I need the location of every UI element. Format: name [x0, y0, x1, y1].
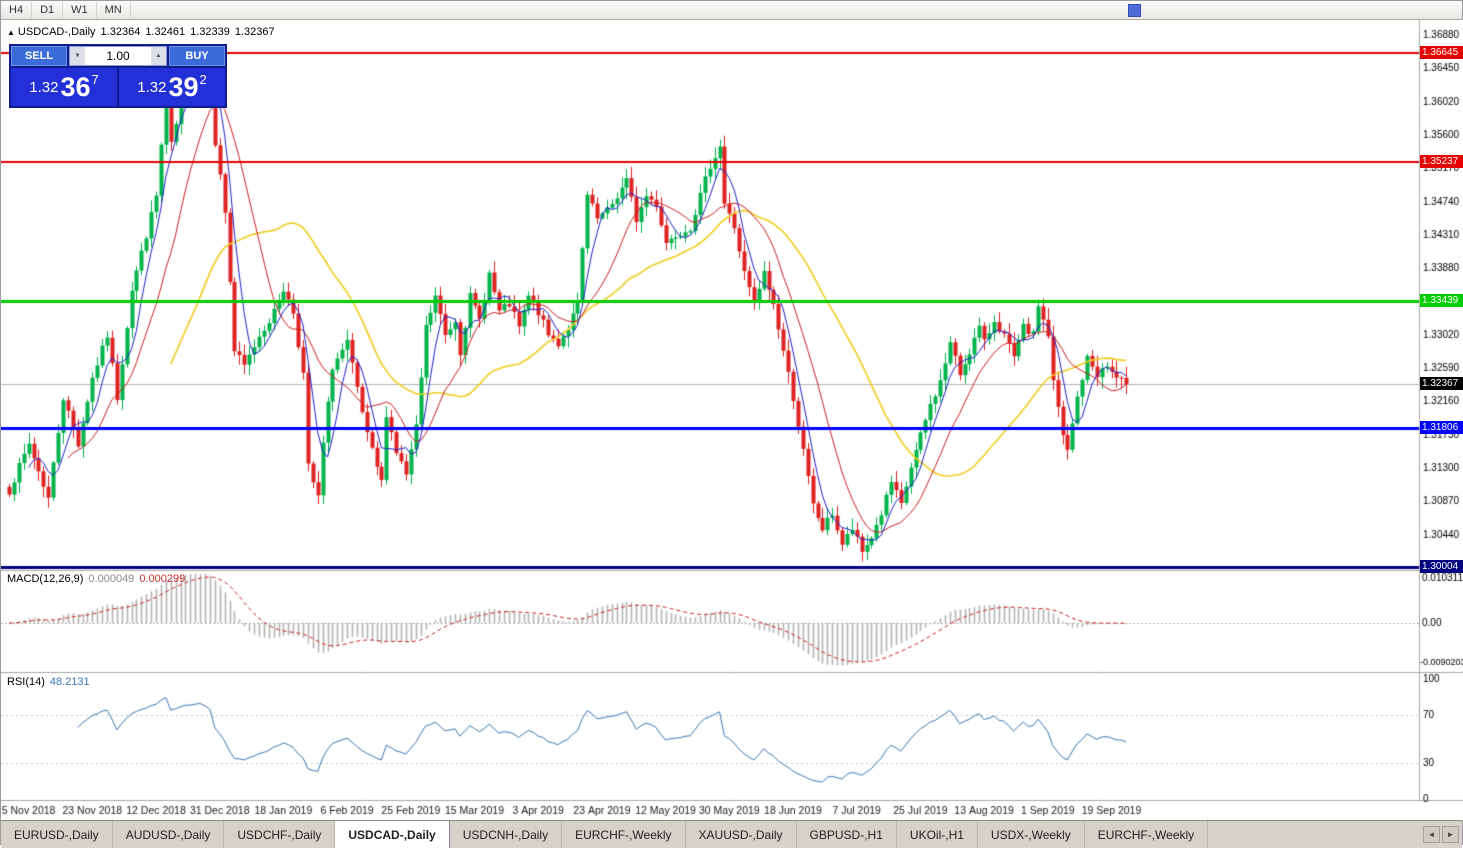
sell-price-big: 36: [60, 71, 91, 102]
ohlc-low: 1.32339: [190, 26, 230, 38]
chart-area: ▲ USDCAD-,Daily 1.32364 1.32461 1.32339 1.323…: [1, 20, 1463, 820]
hline-price-badge: 1.33439: [1420, 294, 1463, 307]
chart-tabs: EURUSD-,Daily AUDUSD-,Daily USDCHF-,Daily U…: [1, 821, 1209, 848]
hline-price-badge: 1.31806: [1420, 421, 1463, 434]
tab-scroll-controls: ◄ ►: [1423, 826, 1459, 843]
macd-main-value: 0.000049: [88, 573, 135, 585]
buy-price-big: 39: [168, 71, 199, 102]
chart-tab-usdchf-daily[interactable]: USDCHF-,Daily: [224, 821, 336, 848]
chart-shift-marker[interactable]: [1128, 4, 1141, 17]
ohlc-close: 1.32367: [234, 26, 275, 38]
chart-tab-gbpusd-h1[interactable]: GBPUSD-,H1: [797, 821, 897, 848]
chart-canvas[interactable]: [1, 20, 1463, 820]
tab-scroll-right-button[interactable]: ►: [1442, 826, 1459, 843]
chart-tab-usdx-weekly[interactable]: USDX-,Weekly: [978, 821, 1085, 848]
rsi-indicator-label: RSI(14) 48.2131: [7, 676, 90, 688]
timeframe-button-group: H4 D1 W1 MN: [1, 2, 131, 18]
chart-symbol-label: USDCAD-,Daily: [17, 26, 96, 38]
chart-tab-xauusd-daily[interactable]: XAUUSD-,Daily: [686, 821, 797, 848]
chart-tab-usdcad-daily[interactable]: USDCAD-,Daily: [335, 821, 450, 848]
timeframe-h4-button[interactable]: H4: [1, 2, 33, 18]
chart-tab-bar: EURUSD-,Daily AUDUSD-,Daily USDCHF-,Daily U…: [1, 820, 1462, 848]
sell-price-display[interactable]: 1.32 36 7: [11, 68, 117, 106]
hline-price-badge: 1.36645: [1420, 46, 1463, 59]
buy-price-display[interactable]: 1.32 39 2: [119, 68, 225, 106]
chart-tab-ukoil-h1[interactable]: UKOil-,H1: [897, 821, 978, 848]
sell-button[interactable]: SELL: [11, 46, 67, 66]
timeframe-mn-button[interactable]: MN: [97, 2, 131, 18]
buy-price-sup: 2: [199, 71, 207, 87]
top-toolbar: H4 D1 W1 MN: [1, 1, 1462, 20]
tab-scroll-left-button[interactable]: ◄: [1423, 826, 1440, 843]
current-price-badge: 1.32367: [1420, 377, 1463, 390]
chart-tab-usdcnh-daily[interactable]: USDCNH-,Daily: [450, 821, 563, 848]
timeframe-w1-button[interactable]: W1: [63, 2, 97, 18]
hline-price-badge: 1.35237: [1420, 155, 1463, 168]
macd-signal-value: 0.000299: [139, 573, 186, 585]
ohlc-open: 1.32364: [100, 26, 141, 38]
chart-marker-icon: ▲: [7, 28, 15, 37]
volume-control: ▼ ▲: [69, 46, 167, 66]
rsi-title: RSI(14): [7, 676, 45, 688]
rsi-value: 48.2131: [49, 676, 90, 688]
sell-price-prefix: 1.32: [29, 78, 59, 96]
volume-input[interactable]: [85, 47, 151, 65]
hline-price-badge: 1.30004: [1420, 560, 1463, 573]
timeframe-d1-button[interactable]: D1: [32, 2, 64, 18]
chart-tab-eurusd-daily[interactable]: EURUSD-,Daily: [1, 821, 113, 848]
chart-ohlc-header: ▲ USDCAD-,Daily 1.32364 1.32461 1.32339 1.323…: [7, 26, 280, 38]
chart-tab-eurchf-weekly[interactable]: EURCHF-,Weekly: [1085, 821, 1209, 848]
macd-indicator-label: MACD(12,26,9) 0.000049 0.000299: [7, 573, 185, 585]
macd-title: MACD(12,26,9): [7, 573, 84, 585]
volume-increment-button[interactable]: ▲: [151, 47, 166, 65]
buy-button[interactable]: BUY: [169, 46, 225, 66]
sell-price-sup: 7: [91, 71, 99, 87]
chart-tab-eurchf-weekly[interactable]: EURCHF-,Weekly: [562, 821, 686, 848]
volume-decrement-button[interactable]: ▼: [70, 47, 85, 65]
chart-tab-audusd-daily[interactable]: AUDUSD-,Daily: [113, 821, 225, 848]
ohlc-high: 1.32461: [145, 26, 186, 38]
buy-price-prefix: 1.32: [137, 78, 167, 96]
